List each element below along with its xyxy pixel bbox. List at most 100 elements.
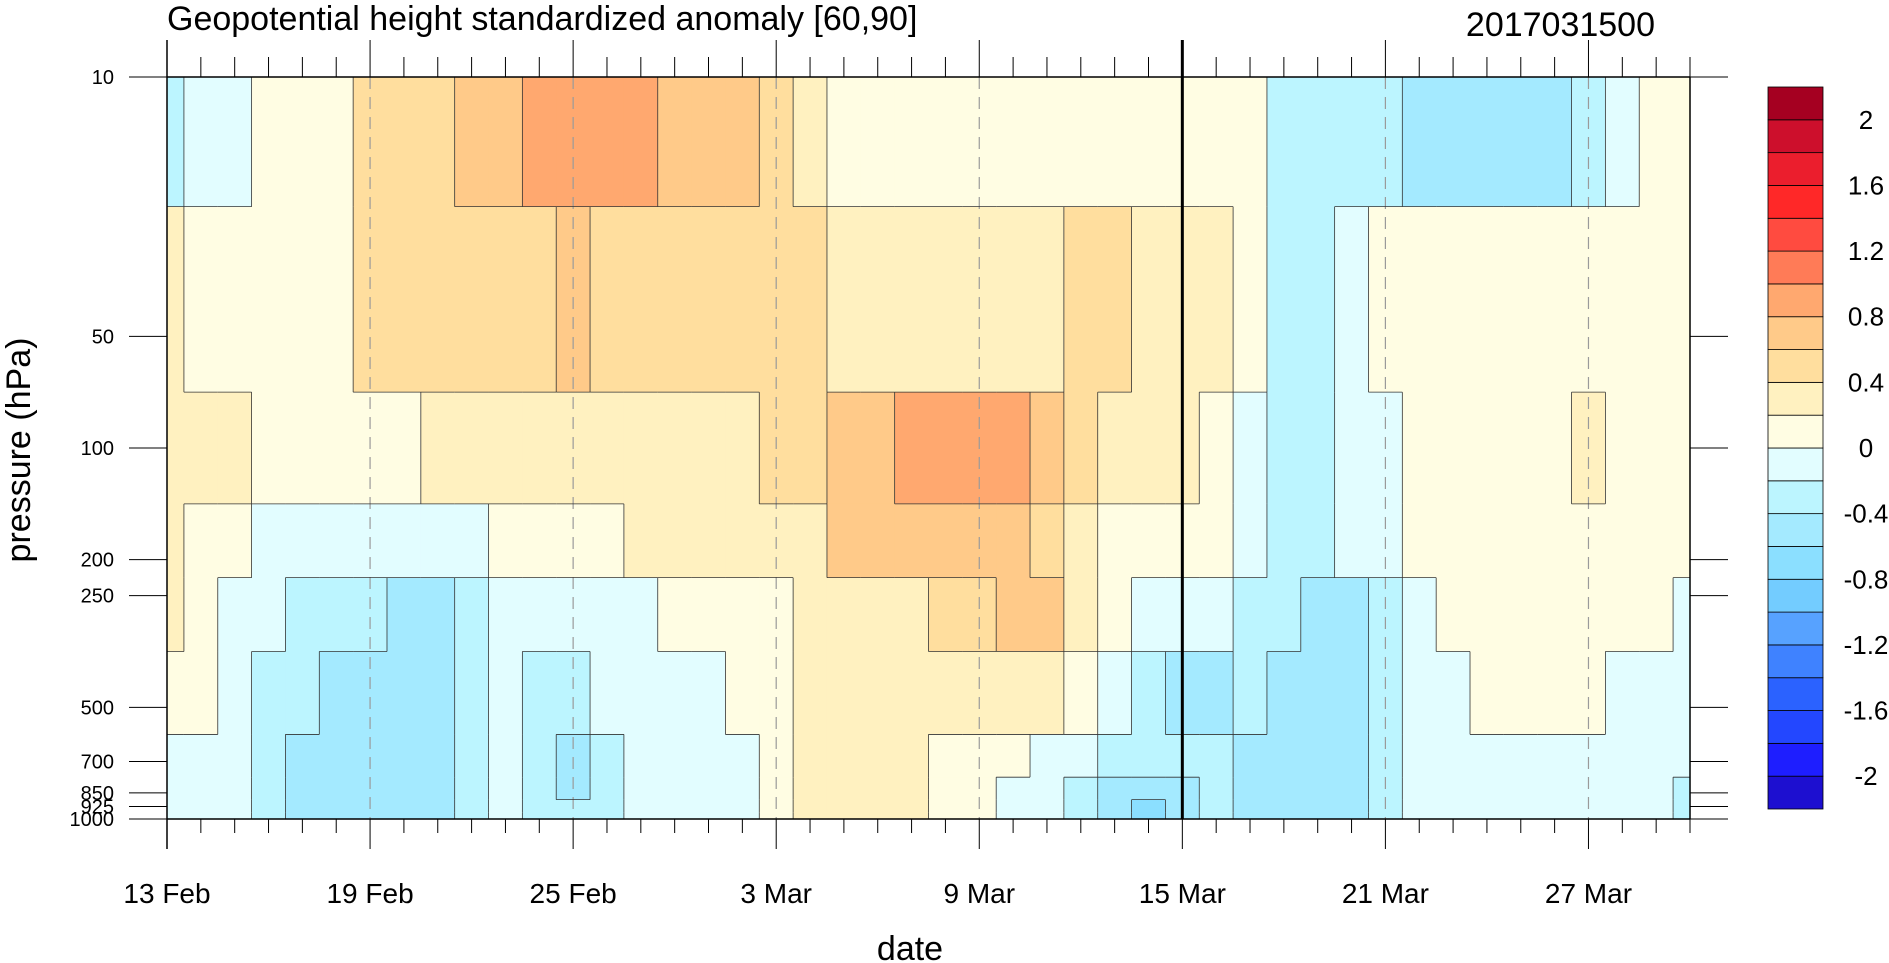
contour-cell (1470, 734, 1505, 778)
contour-cell (1266, 651, 1302, 736)
contour-cell (454, 206, 490, 393)
contour-cell (454, 577, 490, 653)
contour-cell (691, 77, 727, 208)
contour-cell (420, 651, 456, 736)
contour-cell (1639, 812, 1674, 820)
contour-cell (167, 651, 185, 736)
contour-cell (251, 777, 287, 801)
contour-cell (996, 77, 1031, 208)
contour-cell (251, 77, 287, 208)
contour-cell (826, 206, 862, 393)
contour-cell (590, 503, 625, 579)
contour-cell (1063, 651, 1099, 736)
y-tick-label: 250 (81, 586, 114, 608)
colorbar-box (1767, 578, 1824, 613)
date-gridlines (369, 77, 1590, 819)
contour-cell (826, 651, 862, 736)
contour-cell (1402, 777, 1437, 801)
contour-cell (1673, 777, 1691, 801)
contour-cell (251, 799, 287, 814)
contour-cell (793, 734, 828, 778)
contour-cell (691, 734, 727, 778)
contour-cell (386, 812, 422, 820)
contour-cell (1503, 777, 1539, 801)
contour-cell (1063, 503, 1099, 579)
contour-cell (1402, 577, 1437, 653)
contour-cell (420, 503, 456, 579)
contour-cell (1063, 206, 1099, 393)
contour-cell (894, 577, 930, 653)
contour-cell (1402, 734, 1437, 778)
contour-cell (167, 799, 185, 814)
contour-cell (860, 392, 896, 505)
contour-cell (488, 577, 523, 653)
contour-cell (1673, 812, 1691, 820)
contour-cell (623, 503, 659, 579)
colorbar-box (1767, 316, 1824, 350)
contour-cell (386, 392, 422, 505)
contour-cell (1673, 77, 1691, 208)
contour-cell (590, 799, 625, 814)
contour-cell (826, 392, 862, 505)
x-tick-label: 9 Mar (943, 878, 1015, 909)
contour-cell (1639, 577, 1674, 653)
contour-cell (285, 812, 320, 820)
contour-cell (217, 77, 253, 208)
contour-cell (826, 577, 862, 653)
contour-cell (928, 734, 963, 778)
colorbar-box (1767, 742, 1824, 777)
contour-cell (454, 651, 490, 736)
contour-cell (1233, 651, 1268, 736)
contour-cell (996, 734, 1031, 778)
contour-cell (1537, 577, 1573, 653)
contour-cell (1503, 651, 1539, 736)
contour-cell (826, 799, 862, 814)
contour-cell (996, 392, 1031, 505)
contour-cell (928, 651, 963, 736)
contour-cell (996, 651, 1031, 736)
colorbar-box (1767, 775, 1824, 810)
contour-cell (725, 577, 760, 653)
contour-cell (353, 812, 388, 820)
contour-cell (386, 777, 422, 801)
contour-cell (167, 392, 185, 505)
contour-cell (1470, 651, 1505, 736)
contour-cell (1537, 799, 1573, 814)
contour-cell (488, 777, 523, 801)
contour-cell (691, 392, 727, 505)
contour-cell (319, 777, 354, 801)
contour-cell (319, 577, 354, 653)
colorbar-tick-label: 0 (1859, 433, 1873, 463)
contour-cell (894, 77, 930, 208)
contour-cell (488, 734, 523, 778)
y-axis-label: pressure (hPa) (0, 338, 38, 563)
contour-cell (217, 392, 253, 505)
contour-cell (1233, 777, 1268, 801)
chart-title: Geopotential height standardized anomaly… (167, 0, 917, 38)
contour-cell (793, 777, 828, 801)
contour-cell (183, 734, 219, 778)
contour-cell (1030, 577, 1065, 653)
contour-cell (1503, 392, 1539, 505)
contour-cell (488, 799, 523, 814)
contour-cell (1605, 392, 1640, 505)
contour-cell (1436, 651, 1471, 736)
contour-cell (1334, 77, 1370, 208)
y-tick-label: 925 (81, 796, 114, 818)
contour-cell (996, 812, 1031, 820)
contour-cell (928, 799, 963, 814)
contour-cell (1131, 577, 1167, 653)
colorbar-box (1767, 119, 1824, 154)
contour-cell (285, 503, 320, 579)
contour-cell (251, 651, 287, 736)
contour-cell (1334, 651, 1370, 736)
contour-cell (1639, 392, 1674, 505)
contour-cell (420, 206, 456, 393)
contour-cell (1199, 812, 1234, 820)
contour-cell (1131, 503, 1167, 579)
contour-cell (251, 206, 287, 393)
x-tick-label: 25 Feb (530, 878, 617, 909)
contour-cell (725, 777, 760, 801)
contour-cell (454, 812, 490, 820)
contour-cell (319, 392, 354, 505)
